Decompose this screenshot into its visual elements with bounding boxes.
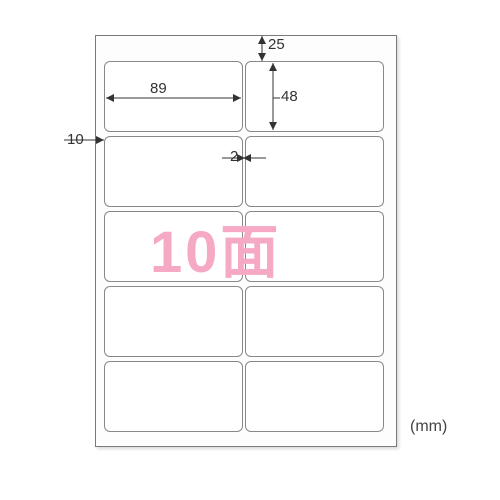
dim-top: 25 [268, 36, 285, 53]
dim-left: 10 [67, 131, 84, 148]
dim-height: 48 [281, 88, 298, 105]
dim-gap: 2 [230, 148, 238, 165]
unit-label: (mm) [410, 418, 447, 436]
dim-width: 89 [150, 80, 167, 97]
faces-overlay: 10面 [150, 205, 281, 289]
label-sheet-diagram: { "diagram": { "type": "infographic", "s… [0, 0, 500, 500]
